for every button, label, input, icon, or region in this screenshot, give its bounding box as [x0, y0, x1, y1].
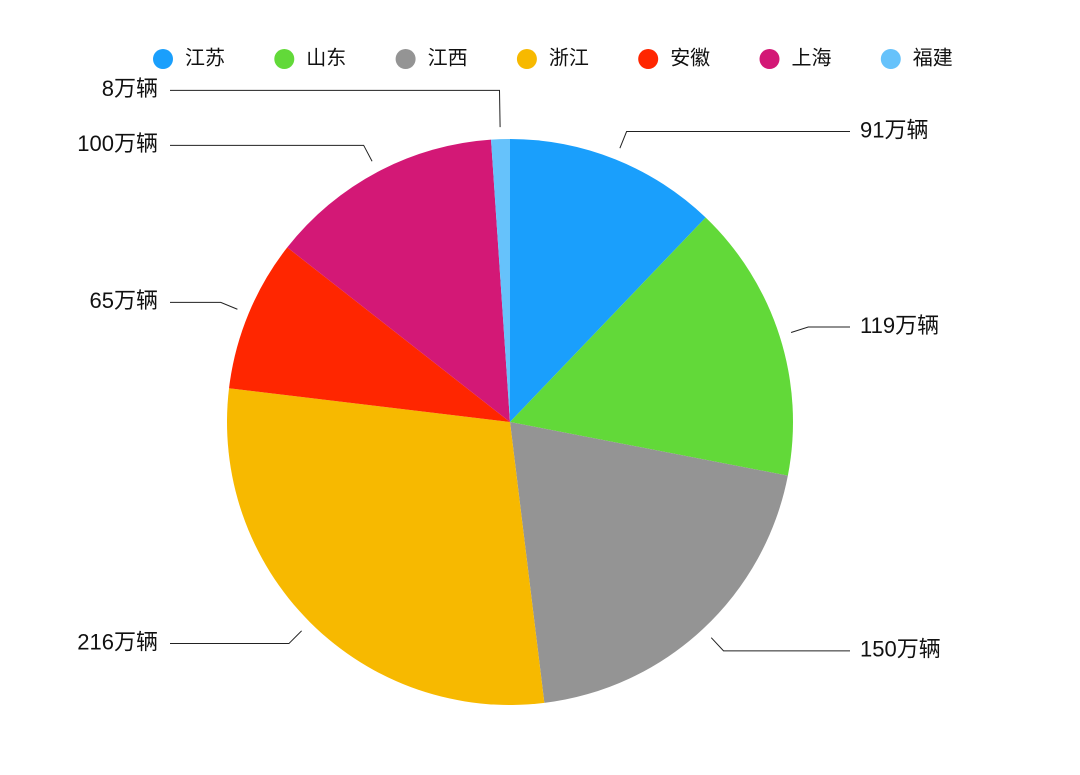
legend-swatch	[274, 49, 295, 69]
leader-line	[710, 637, 850, 652]
data-label: 150万辆	[860, 637, 941, 662]
data-label: 91万辆	[860, 117, 928, 142]
pie-slice	[229, 247, 510, 422]
pie-slice	[491, 139, 510, 422]
leader-line	[170, 630, 302, 645]
leader-line	[170, 301, 238, 310]
legend-label: 江西	[428, 46, 468, 69]
legend-label: 江苏	[185, 46, 225, 69]
legend-label: 福建	[913, 46, 953, 69]
pie-slice	[227, 388, 545, 705]
legend-swatch	[638, 49, 659, 69]
legend-label: 浙江	[549, 46, 589, 69]
leader-line	[170, 144, 373, 162]
legend-swatch	[153, 49, 173, 69]
data-label: 65万辆	[90, 288, 158, 313]
pie-slice	[287, 139, 510, 423]
legend-label: 安徽	[670, 46, 710, 69]
data-label: 119万辆	[860, 313, 939, 338]
pie-slice	[510, 422, 788, 703]
pie-slice	[510, 217, 793, 476]
legend-label: 上海	[792, 46, 832, 69]
legend-swatch	[880, 49, 901, 69]
data-label: 100万辆	[77, 131, 158, 156]
legend-swatch	[516, 49, 537, 69]
pie-slice	[510, 139, 706, 422]
legend-swatch	[395, 49, 416, 69]
data-label: 8万辆	[102, 76, 158, 101]
legend-swatch	[759, 49, 780, 69]
data-label: 216万辆	[77, 629, 158, 654]
legend-label: 山东	[306, 46, 346, 69]
leader-line	[170, 89, 501, 128]
leader-line	[790, 326, 850, 333]
leader-line	[619, 131, 850, 149]
